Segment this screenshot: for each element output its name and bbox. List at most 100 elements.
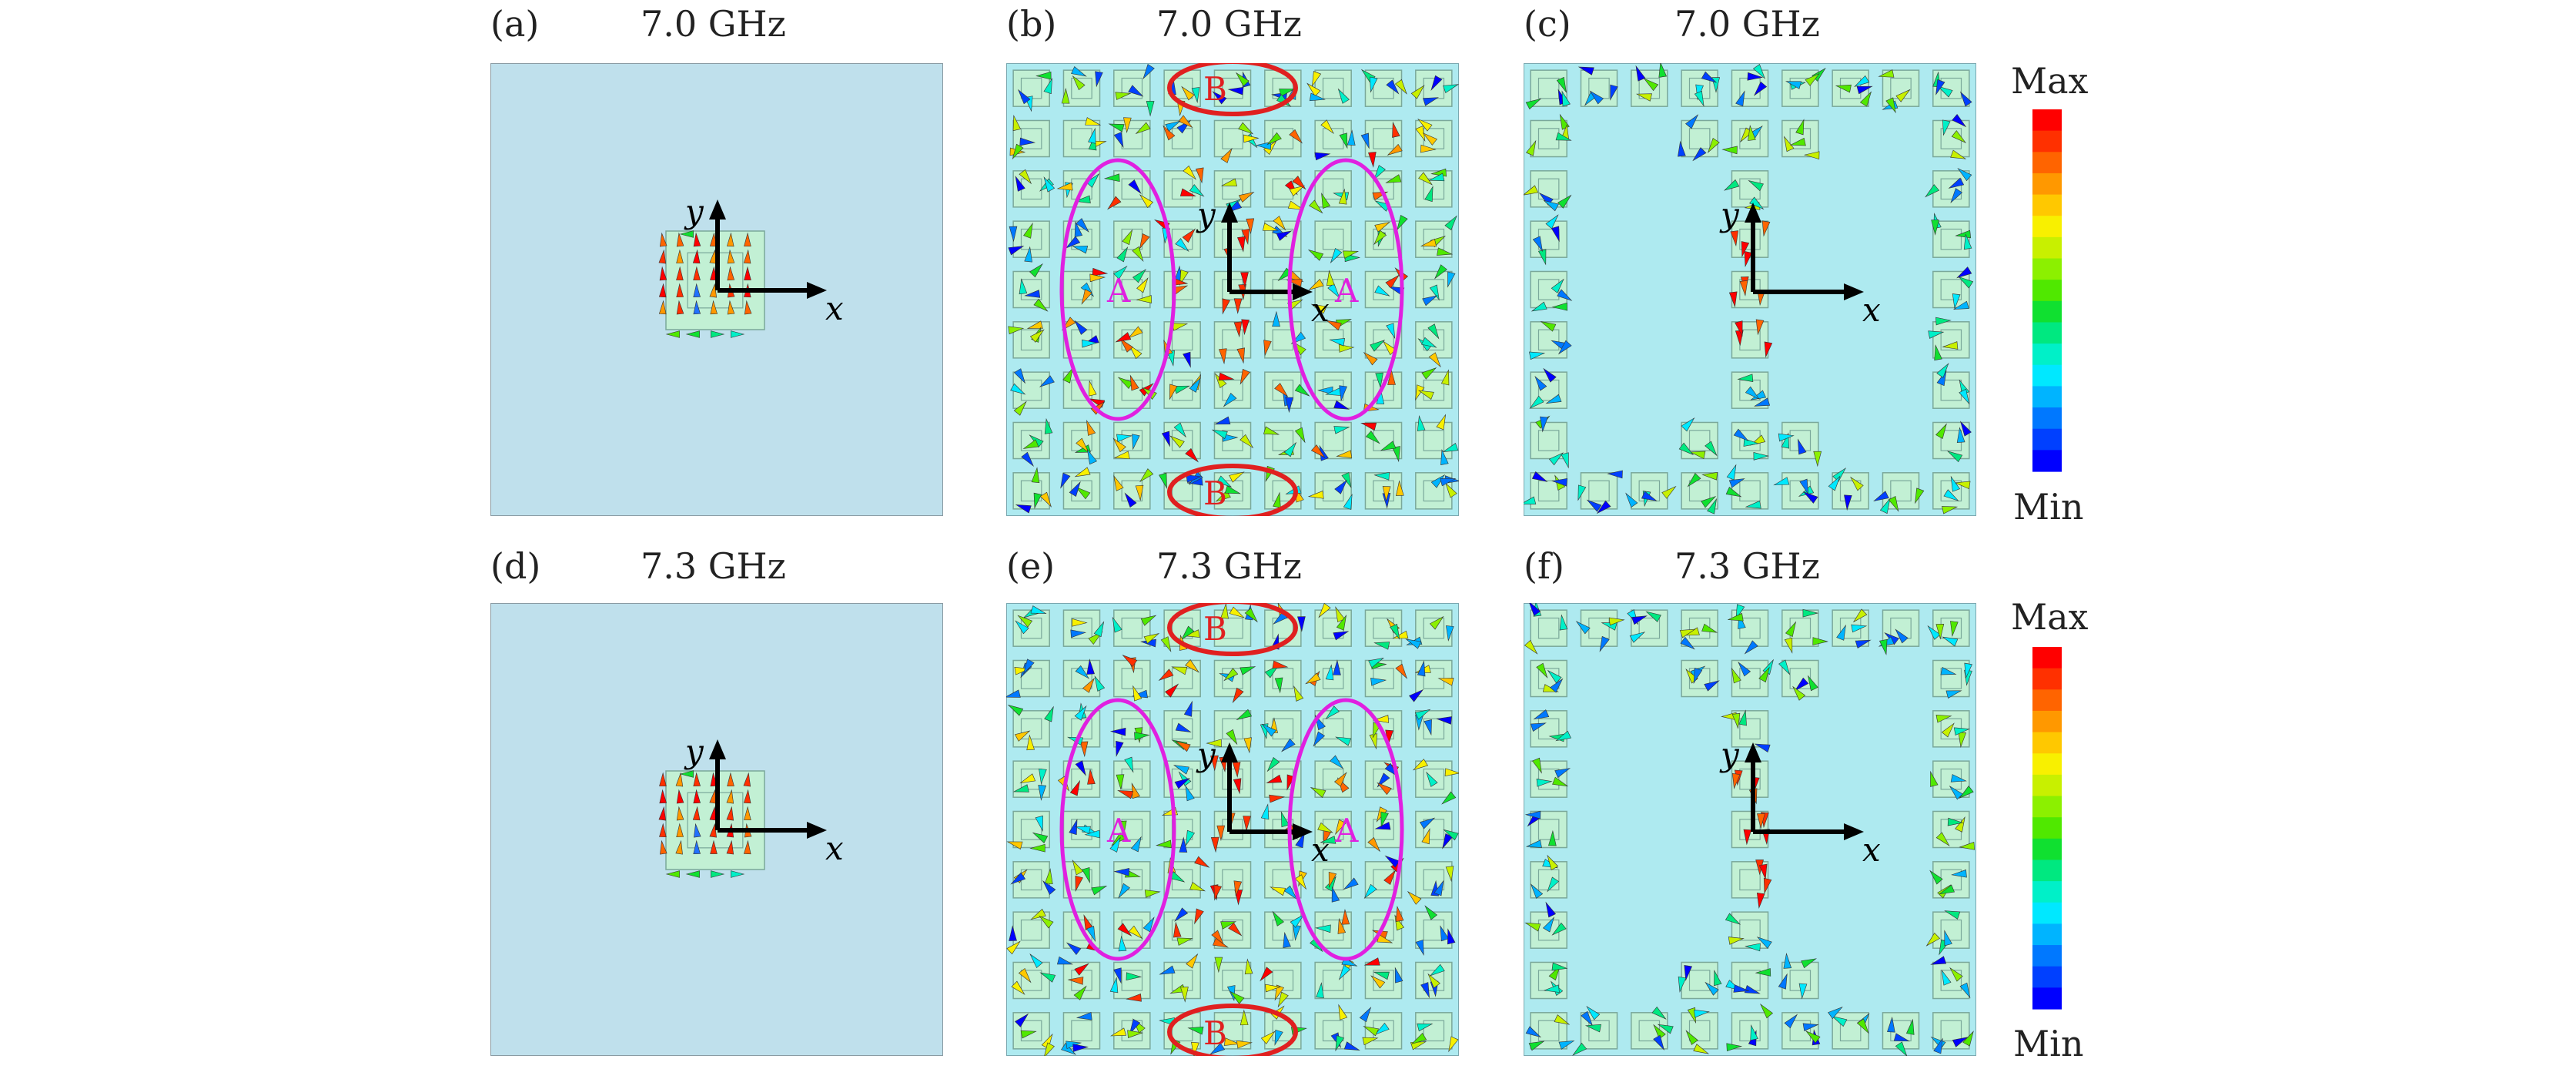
field-arrow [1159,965,1176,975]
field-arrow [1725,487,1742,498]
field-arrow [1343,493,1353,510]
field-arrow [1165,120,1181,132]
field-arrow [1375,372,1383,389]
unit-cell-ring [1940,329,1962,351]
field-arrow [1023,222,1033,239]
field-arrow [1420,238,1437,247]
field-arrow [1738,709,1747,726]
colorbar-swatch [2032,732,2062,754]
field-arrow [1950,149,1967,159]
panel-d-tag: (d) [490,545,541,587]
field-arrow [676,300,684,315]
field-arrow [1232,687,1244,704]
field-arrow [1316,982,1324,999]
field-arrow [1545,214,1559,230]
field-arrow [1038,785,1047,801]
field-arrow [1773,477,1790,486]
field-arrow [1551,278,1564,293]
unit-cell [1781,961,1819,1000]
field-arrow [1552,776,1569,787]
field-arrow [1756,937,1772,949]
field-arrow [1289,185,1306,196]
field-arrow [1019,169,1032,185]
field-arrow [685,330,700,338]
unit-cell-ring [1423,430,1445,451]
field-arrow [1753,81,1768,96]
field-arrow [1109,977,1119,994]
field-arrow [1925,932,1941,947]
field-arrow [1360,422,1377,431]
colorbar-swatch [2032,364,2062,387]
field-arrow [1373,642,1390,650]
field-arrow [1117,790,1134,799]
field-arrow [744,266,751,280]
field-arrow [1066,942,1082,956]
field-arrow [1524,185,1539,196]
field-arrow [692,249,701,264]
unit-cell-ring [1171,718,1193,740]
field-arrow [1277,991,1289,1008]
unit-cell-ring [1222,768,1243,790]
unit-cell-ring [1121,178,1143,200]
field-arrow [1220,178,1238,186]
field-arrow [1179,836,1188,853]
field-arrow [1342,250,1360,259]
field-arrow [1445,866,1454,883]
unit-cell-ring [1537,430,1560,451]
field-arrow [1189,184,1205,197]
field-arrow [1143,633,1160,644]
field-arrow [1033,298,1049,312]
field-arrow [1075,665,1090,679]
field-arrow [1044,417,1053,434]
unit-cell [1213,861,1252,899]
field-arrow [1218,372,1235,381]
field-arrow [1012,784,1029,793]
field-arrow [1073,985,1087,1000]
field-arrow [1174,907,1189,922]
field-arrow [1422,132,1437,146]
field-arrow [1044,868,1053,884]
field-arrow [665,870,680,878]
field-arrow [1333,426,1350,434]
unit-cell-ring [1322,718,1344,740]
field-arrow [1294,874,1307,890]
panel-c-frequency: 7.0 GHz [1674,3,1820,45]
field-arrow [1942,506,1959,514]
field-arrow [1061,1043,1077,1055]
field-arrow [1420,982,1430,999]
field-arrow [1421,367,1437,380]
field-arrow [1076,437,1089,453]
field-arrow [1194,908,1204,925]
colorbar-swatch [2032,216,2062,238]
x-axis-label: x [1311,291,1330,329]
field-arrow [1132,434,1140,451]
colorbar-swatch [2032,194,2062,216]
region-b-label: B [1203,474,1227,512]
field-arrow [1326,320,1342,331]
y-axis-label: y [1719,736,1740,773]
field-arrow [1235,72,1250,87]
field-arrow [1074,467,1091,478]
field-arrow [1006,689,1021,698]
region-b-bottom-ellipse [1167,1004,1298,1056]
field-arrow [1392,121,1400,138]
unit-cell [1932,760,1970,798]
field-arrow [1082,677,1095,693]
field-arrow [1082,866,1090,884]
field-arrow [1129,374,1139,391]
field-arrow [1745,500,1761,509]
field-arrow [1255,142,1272,150]
field-arrow [1856,85,1873,95]
field-arrow [1813,451,1822,467]
unit-cell [1932,810,1970,849]
field-arrow [1272,660,1289,669]
field-arrow [1395,663,1408,679]
field-arrow [1081,289,1092,305]
field-arrow [1292,176,1306,190]
region-a-left-ellipse [1059,698,1176,961]
field-arrow [1428,173,1445,182]
field-arrow [1132,685,1142,702]
field-arrow [1754,397,1771,407]
field-arrow [1006,841,1023,850]
field-arrow [1854,75,1870,87]
